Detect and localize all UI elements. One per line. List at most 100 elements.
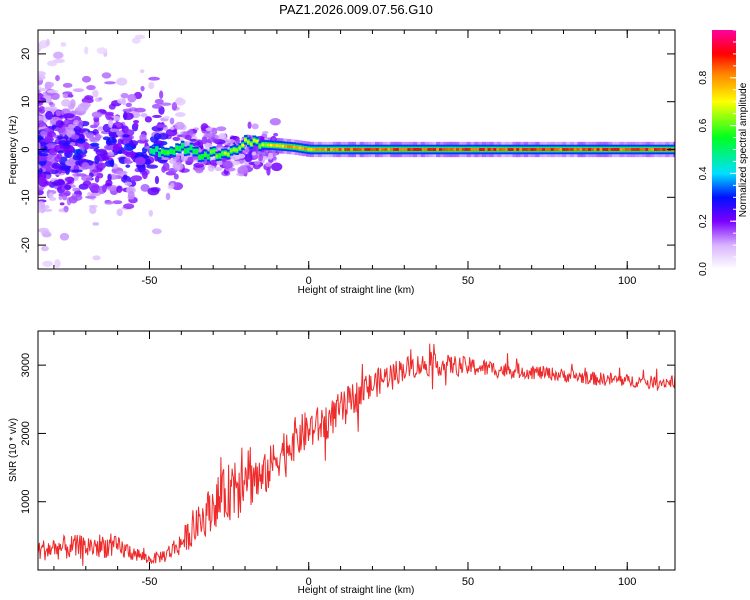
spectrogram-ridge-cell [464, 148, 469, 151]
spectrogram-ridge-cell [393, 148, 397, 151]
spectrogram-ridge-cell [244, 138, 248, 142]
spectrogram-noise-cell [97, 162, 107, 169]
spectrogram-noise-cell [144, 158, 151, 166]
snr-x-tick-label: -50 [142, 576, 158, 588]
spectrogram-ridge-cell [229, 149, 234, 153]
spectrogram-noise-cell [104, 81, 116, 85]
spectrogram-noise-cell [54, 259, 61, 268]
spectrogram-noise-cell [56, 153, 63, 159]
spectrogram-noise-cell [45, 81, 55, 88]
snr-y-tick-label: 3000 [20, 353, 32, 377]
spectrogram-noise-cell [216, 126, 227, 132]
spectrogram-ridge-cell [269, 143, 274, 147]
spectrogram-noise-cell [163, 156, 169, 161]
spectrogram-noise-cell [57, 150, 65, 154]
colorbar-tick-label: 0.4 [698, 166, 709, 180]
spectrogram-ridge-cell [163, 150, 168, 154]
spectrogram-noise-cell [38, 189, 44, 196]
spectrogram-ridge-cell [344, 148, 348, 151]
spectrogram-noise-cell [214, 134, 219, 139]
spectrogram-noise-cell [155, 124, 167, 128]
spectrogram-noise-cell [189, 138, 197, 142]
spectrogram-ridge-cell [401, 148, 406, 151]
spectrogram-noise-cell [254, 160, 261, 166]
spectrogram-ridge-cell [375, 148, 380, 151]
snr-y-tick-label: 1000 [20, 489, 32, 513]
spectrogram-noise-cell [147, 187, 160, 196]
spectrogram-ridge-cell [215, 154, 219, 158]
spectrogram-noise-cell [122, 112, 134, 120]
spectrogram-noise-cell [39, 204, 46, 214]
spectrogram-ridge-cell [625, 148, 629, 151]
spectrogram-noise-cell [193, 162, 205, 168]
spectrogram-axes: -50 0 50 100 -20 -10 0 10 20 [20, 30, 675, 287]
spectrogram-noise-cell [172, 162, 184, 171]
spectrogram-noise-cell [109, 128, 119, 132]
spectrogram-ridge-cell [321, 148, 325, 151]
spectrogram-noise-cell [58, 165, 71, 171]
spectrogram-noise-cell [48, 192, 54, 199]
spectrogram-ridge-cell [158, 152, 162, 156]
spectrogram-ridge-cell [278, 144, 282, 148]
spectrogram-noise-cell [81, 97, 94, 104]
spectrogram-noise-cell [59, 202, 65, 206]
spectrogram-noise-cell [91, 111, 103, 118]
spectrogram-ridge-cell [599, 148, 603, 151]
spectrogram-noise-cell [172, 136, 181, 142]
spectrogram-noise-cell [73, 119, 79, 125]
spectrogram-noise-cell [144, 116, 152, 123]
spectrogram-noise-cell [173, 173, 179, 180]
spectrogram-ridge-cell [493, 148, 497, 151]
figure-title: PAZ1.2026.009.07.56.G10 [279, 2, 433, 17]
spectrogram-noise-cell [40, 130, 47, 137]
spectrogram-noise-cell [45, 110, 53, 120]
spectrogram-ridge-cell [221, 151, 225, 155]
spectrogram-ridge-cell [175, 146, 179, 150]
spectrogram-noise-cell [214, 166, 223, 172]
spectrogram-ridge-cell [444, 148, 449, 151]
spectrogram-ridge-cell [178, 147, 182, 151]
spectrogram-noise-cell [72, 188, 77, 192]
spectrogram-ridge-cell [327, 148, 331, 151]
spectrogram-noise-cell [101, 184, 107, 193]
spectrogram-noise-cell [133, 119, 140, 124]
spectrogram-noise-cell [112, 143, 120, 153]
spectrogram-ridge-cell [358, 148, 363, 151]
spectrogram-ridge-cell [605, 148, 609, 151]
spectrogram-noise-cell [209, 159, 219, 166]
spectrogram-marks [38, 34, 675, 268]
spectrogram-ridge-cell [513, 148, 517, 151]
spectrogram-noise-cell [211, 127, 218, 136]
snr-x-tick-label: 0 [306, 576, 312, 588]
spectrogram-ridge-cell [453, 148, 457, 151]
spectrogram-ridge-cell [530, 148, 535, 151]
spectrogram-y-tick-label: -10 [20, 189, 32, 205]
spectrogram-ridge-cell [181, 144, 185, 148]
spectrogram-ridge-cell [312, 148, 317, 151]
spectrogram-ridge-cell [507, 148, 512, 151]
spectrogram-noise-cell [81, 174, 93, 182]
spectrogram-ridge-cell [355, 148, 360, 151]
spectrogram-noise-cell [105, 179, 113, 187]
spectrogram-noise-cell [76, 173, 87, 177]
spectrogram-ridge-cell [255, 139, 259, 143]
spectrogram-ridge-cell [487, 148, 492, 151]
spectrogram-ridge-cell [226, 153, 231, 156]
spectrogram-ridge-cell [573, 148, 578, 151]
spectrogram-noise-cell [140, 113, 148, 118]
spectrogram-ridge-cell [413, 148, 417, 151]
spectrogram-ridge-cell [350, 148, 354, 151]
spectrogram-ridge-cell [659, 148, 664, 151]
spectrogram-ridge-cell [441, 148, 446, 151]
spectrogram-noise-cell [117, 138, 123, 145]
spectrogram-noise-cell [38, 150, 41, 155]
spectrogram-ridge-cell [527, 148, 532, 151]
spectrogram-noise-cell [84, 46, 89, 55]
spectrogram-noise-cell [121, 98, 127, 106]
spectrogram-ridge-cell [662, 148, 666, 151]
spectrogram-ridge-cell [430, 148, 434, 151]
spectrogram-y-tick-label: -20 [20, 237, 32, 253]
spectrogram-noise-cell [95, 149, 108, 156]
spectrogram-ridge-cell [559, 148, 563, 151]
spectrogram-ridge-cell [438, 148, 443, 151]
